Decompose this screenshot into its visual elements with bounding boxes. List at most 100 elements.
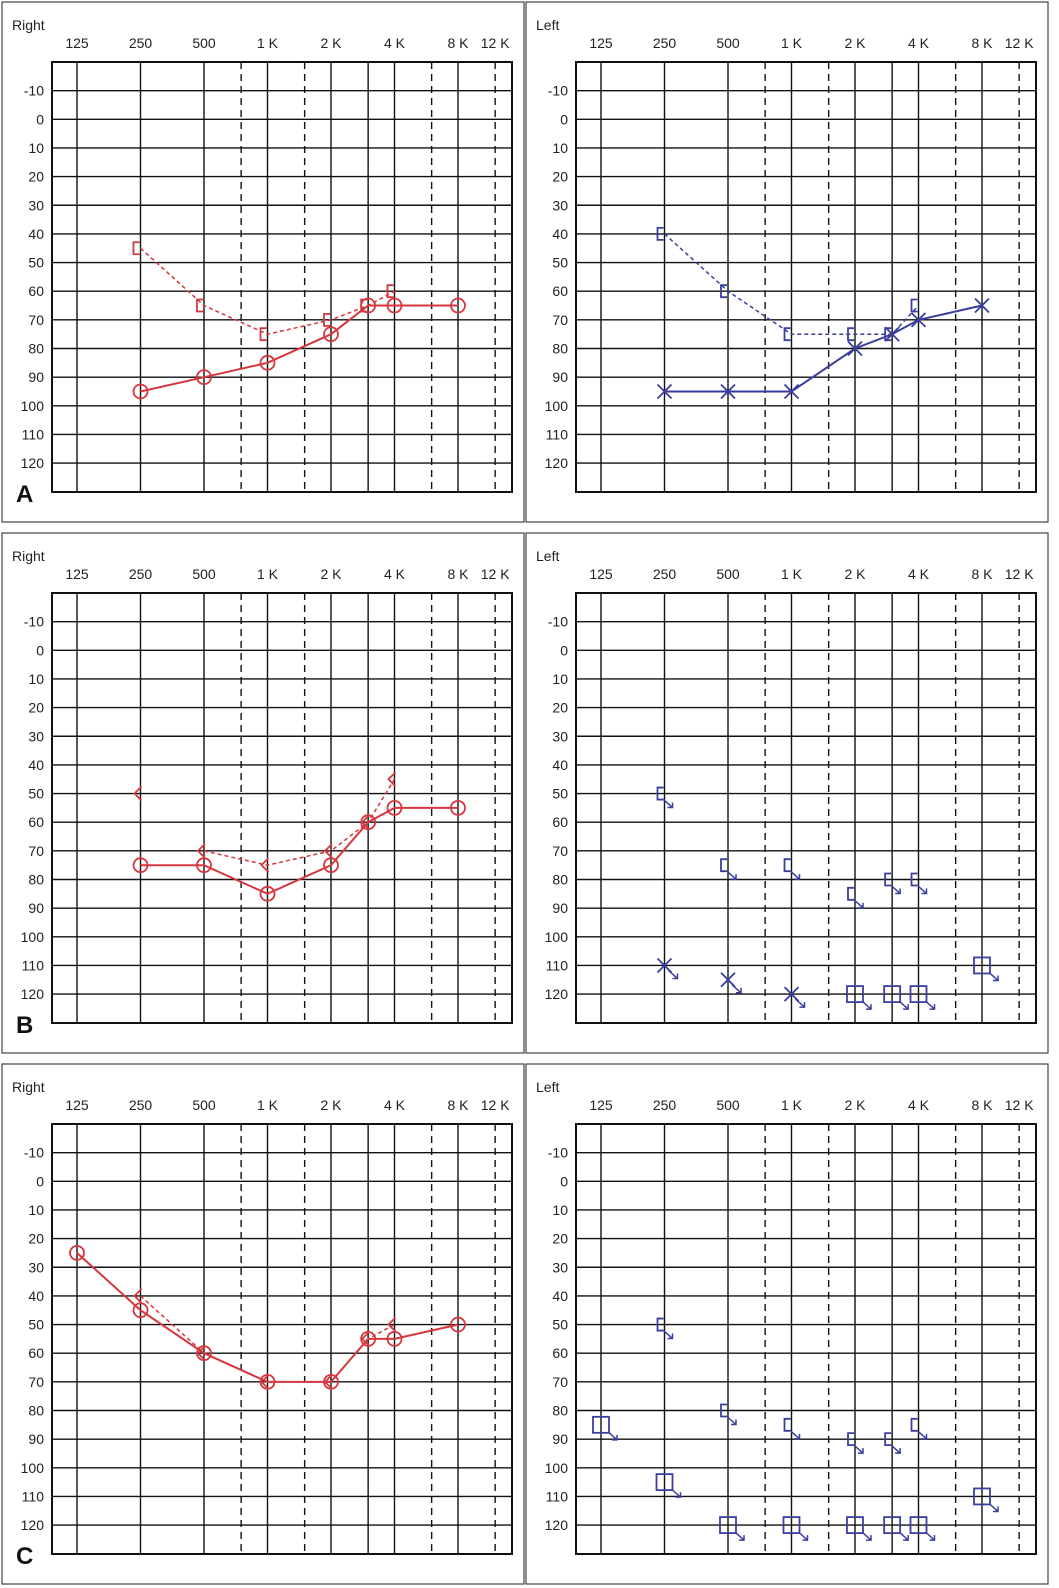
y-tick-label: -10 bbox=[548, 614, 568, 630]
series-line-circle bbox=[140, 806, 458, 895]
ear-label: Right bbox=[12, 1079, 45, 1095]
x-tick-label: 12 K bbox=[1005, 1097, 1034, 1113]
y-tick-label: 40 bbox=[28, 757, 44, 773]
y-tick-label: 80 bbox=[28, 1403, 44, 1419]
y-tick-label: 20 bbox=[28, 700, 44, 716]
marker-chevron bbox=[133, 785, 143, 802]
no-response-arrow bbox=[853, 899, 864, 909]
y-tick-label: 20 bbox=[28, 1231, 44, 1247]
x-tick-label: 125 bbox=[589, 35, 613, 51]
marker-square bbox=[883, 985, 902, 1004]
marker-square bbox=[655, 1473, 674, 1492]
marker-x bbox=[974, 297, 990, 314]
y-tick-label: 110 bbox=[546, 426, 569, 442]
ear-label: Left bbox=[536, 1079, 559, 1095]
no-response-arrow bbox=[988, 1502, 999, 1513]
y-tick-label: 100 bbox=[21, 398, 45, 414]
marker-bracket bbox=[910, 872, 918, 887]
marker-bracket bbox=[783, 1417, 791, 1432]
audiogram-panel-a-left: Left 125 250 500 1 K 2 K 4 K 8 K 12 K -10 0 10 20 30 4… bbox=[525, 1, 1049, 523]
x-tick-label: 1 K bbox=[781, 35, 803, 51]
y-tick-label: 120 bbox=[545, 1517, 569, 1533]
row-label: A bbox=[16, 481, 33, 508]
marker-circle bbox=[132, 1302, 149, 1319]
x-tick-label: 1 K bbox=[257, 35, 279, 51]
marker-bracket bbox=[884, 1432, 892, 1447]
y-tick-label: 60 bbox=[28, 1345, 44, 1361]
no-response-arrow bbox=[671, 1488, 682, 1498]
y-tick-label: 50 bbox=[28, 1317, 44, 1333]
marker-bracket bbox=[196, 298, 203, 313]
series-line-chevron bbox=[203, 778, 396, 866]
marker-square bbox=[909, 985, 928, 1004]
y-tick-label: 60 bbox=[552, 283, 568, 299]
no-response-arrow bbox=[798, 1531, 809, 1541]
marker-bracket bbox=[847, 1432, 854, 1447]
marker-square bbox=[883, 1516, 902, 1535]
grid-border bbox=[575, 1123, 1037, 1555]
ear-label: Right bbox=[12, 548, 45, 564]
x-tick-label: 500 bbox=[716, 35, 740, 51]
grid-border bbox=[51, 1123, 513, 1555]
y-tick-label: 90 bbox=[552, 900, 568, 916]
x-tick-label: 250 bbox=[653, 566, 677, 582]
y-tick-label: 80 bbox=[28, 341, 44, 357]
marker-circle bbox=[69, 1245, 85, 1261]
x-tick-label: 500 bbox=[716, 1097, 740, 1113]
x-tick-label: 8 K bbox=[447, 35, 469, 51]
y-tick-label: 80 bbox=[552, 341, 568, 357]
no-response-arrow bbox=[861, 1531, 872, 1541]
y-tick-label: 10 bbox=[28, 140, 44, 156]
x-tick-label: 4 K bbox=[384, 566, 406, 582]
x-tick-label: 1 K bbox=[781, 1097, 803, 1113]
marker-square bbox=[782, 1516, 801, 1535]
grid-border bbox=[51, 592, 513, 1024]
y-tick-label: 10 bbox=[28, 1202, 44, 1218]
y-tick-label: 10 bbox=[552, 140, 568, 156]
y-tick-label: 50 bbox=[552, 786, 568, 802]
y-tick-label: 30 bbox=[552, 197, 568, 213]
no-response-arrow bbox=[790, 1430, 801, 1440]
y-tick-label: 50 bbox=[552, 1317, 568, 1333]
marker-bracket bbox=[884, 872, 892, 887]
x-tick-label: 125 bbox=[589, 566, 613, 582]
y-tick-label: 100 bbox=[545, 398, 569, 414]
x-tick-label: 12 K bbox=[1005, 35, 1034, 51]
marker-square bbox=[973, 1487, 991, 1506]
marker-circle bbox=[450, 1316, 466, 1333]
no-response-arrow bbox=[898, 1531, 909, 1541]
marker-chevron bbox=[196, 843, 206, 859]
y-tick-label: 30 bbox=[552, 1259, 568, 1275]
grid-border bbox=[51, 61, 513, 493]
x-tick-label: 12 K bbox=[481, 566, 510, 582]
y-tick-label: 110 bbox=[22, 1488, 45, 1504]
x-tick-label: 250 bbox=[129, 566, 153, 582]
y-tick-label: 60 bbox=[28, 814, 44, 830]
no-response-arrow bbox=[663, 798, 674, 809]
y-tick-label: 70 bbox=[552, 1374, 568, 1390]
marker-circle bbox=[323, 857, 339, 874]
x-tick-label: 2 K bbox=[844, 566, 866, 582]
no-response-arrow bbox=[890, 1444, 901, 1454]
y-tick-label: 50 bbox=[28, 255, 44, 271]
marker-square bbox=[846, 1516, 864, 1535]
y-tick-label: 70 bbox=[552, 843, 568, 859]
series-line-circle bbox=[76, 1252, 459, 1383]
y-tick-label: 20 bbox=[28, 169, 44, 185]
marker-circle bbox=[196, 369, 212, 386]
marker-chevron bbox=[323, 843, 333, 859]
audiogram-panel-a-right: Right 125 250 500 1 K 2 K 4 K 8 K 12 K -10 0 10 20 30… bbox=[1, 1, 525, 523]
marker-circle bbox=[132, 857, 149, 874]
y-tick-label: 0 bbox=[560, 642, 568, 658]
y-tick-label: 10 bbox=[552, 1202, 568, 1218]
series-line-chevron bbox=[139, 1295, 395, 1383]
x-tick-label: 2 K bbox=[320, 35, 342, 51]
y-tick-label: 120 bbox=[21, 1517, 45, 1533]
marker-circle bbox=[259, 354, 276, 371]
y-tick-label: 80 bbox=[28, 872, 44, 888]
y-tick-label: 70 bbox=[28, 312, 44, 328]
y-tick-label: 120 bbox=[21, 986, 45, 1002]
x-tick-label: 1 K bbox=[257, 1097, 279, 1113]
no-response-arrow bbox=[726, 1415, 737, 1426]
